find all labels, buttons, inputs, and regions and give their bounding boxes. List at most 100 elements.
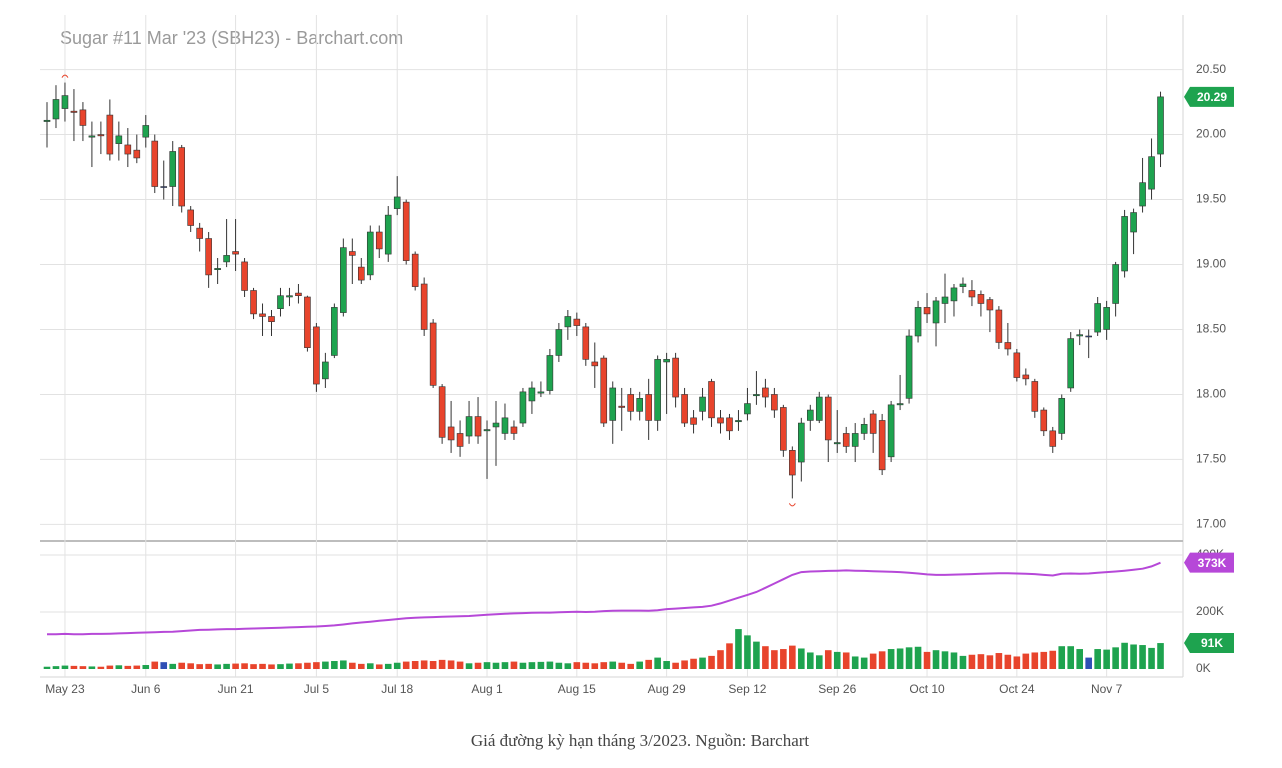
volume-bar — [1157, 643, 1164, 669]
candle-body — [672, 357, 679, 398]
volume-bar — [1013, 656, 1021, 669]
candle-body — [43, 119, 51, 122]
volume-bar — [681, 660, 688, 669]
volume-bar — [690, 658, 697, 669]
volume-bar — [133, 665, 141, 669]
volume-bar — [447, 660, 455, 669]
candle-body — [88, 135, 96, 138]
candle-body — [178, 147, 185, 207]
candle-body — [1004, 342, 1012, 350]
candle-body — [1040, 409, 1048, 432]
candle-body — [277, 295, 284, 309]
volume-bar — [896, 648, 904, 669]
volume-bar — [178, 662, 185, 669]
candle-body — [968, 290, 976, 298]
volume-bar — [331, 661, 338, 669]
volume-bar — [151, 661, 159, 669]
candle-body — [1139, 182, 1146, 207]
candle-body — [151, 140, 159, 187]
candle-body — [393, 196, 401, 209]
candle-body — [573, 318, 581, 326]
grid-layer — [40, 15, 1183, 677]
candle-body — [564, 316, 572, 328]
volume-bar — [986, 655, 994, 669]
y-tick-label: 18.50 — [1196, 322, 1226, 336]
volume-bar — [636, 661, 643, 669]
volume-bar — [609, 661, 617, 669]
candle-body — [447, 426, 455, 441]
candle-body — [771, 394, 778, 411]
candle-body — [654, 359, 661, 421]
volume-bar — [52, 666, 60, 669]
volume-bar — [528, 662, 536, 669]
volume-bar — [771, 650, 778, 669]
volume-bar — [259, 663, 266, 669]
candle-body — [384, 214, 392, 255]
volume-bar — [1130, 644, 1137, 669]
volume-bar — [672, 662, 679, 669]
volume-bar — [537, 661, 545, 669]
last-price-label: 20.29 — [1197, 90, 1227, 104]
candle-body — [699, 396, 706, 412]
volume-bar — [61, 665, 69, 669]
volume-bar — [456, 661, 464, 669]
volume-bar — [483, 662, 491, 669]
x-tick-label: Jul 5 — [304, 682, 330, 696]
volume-bar — [717, 650, 724, 669]
volume-bar — [1058, 646, 1066, 669]
volume-bar — [232, 663, 239, 669]
candle-body — [735, 420, 742, 423]
candle-body — [851, 433, 859, 447]
candle-body — [268, 316, 275, 322]
candle-body — [1049, 430, 1057, 447]
candle-body — [708, 381, 715, 419]
y-tick-label: 19.00 — [1196, 257, 1226, 271]
candle-body — [986, 299, 994, 311]
candle-body — [375, 231, 383, 250]
candle-body — [869, 413, 877, 434]
candle-body — [932, 300, 940, 324]
candle-body — [977, 294, 985, 304]
candle-body — [160, 186, 168, 188]
candle-body — [214, 268, 221, 271]
candle-body — [1103, 307, 1110, 330]
candle-body — [1094, 303, 1101, 333]
volume-bar — [977, 654, 985, 669]
volume-bar — [726, 643, 733, 669]
candle-body — [860, 424, 868, 434]
volume-bar — [842, 652, 850, 669]
candle-body — [340, 247, 347, 313]
volume-bar — [923, 651, 931, 669]
volume-bar — [1076, 649, 1083, 669]
y-tick-label: 18.00 — [1196, 387, 1226, 401]
candle-body — [1148, 156, 1155, 190]
candle-body — [501, 417, 509, 434]
candle-body — [492, 422, 500, 428]
candle-body — [465, 416, 473, 437]
volume-bar — [860, 657, 868, 669]
x-tick-label: Jun 21 — [218, 682, 254, 696]
volume-bar — [492, 662, 500, 669]
y2-tick-label: 200K — [1196, 604, 1224, 618]
candle-body — [1130, 212, 1137, 233]
candle-body — [878, 420, 886, 471]
candle-body — [537, 391, 545, 394]
volume-bar — [358, 663, 365, 669]
candle-body — [582, 326, 590, 360]
open-interest-badge-bg — [1184, 552, 1234, 573]
volume-bar — [304, 662, 311, 669]
high-marker — [61, 74, 69, 78]
candle-body — [223, 255, 230, 263]
volume-bar — [932, 650, 940, 669]
volume-bar — [268, 664, 275, 669]
candle-body — [600, 357, 608, 424]
volume-badge-bg — [1184, 633, 1234, 654]
volume-bar — [420, 660, 428, 669]
y-tick-label: 19.50 — [1196, 192, 1226, 206]
volume-bar — [941, 651, 949, 669]
candle-body — [438, 386, 446, 438]
volume-bar — [1139, 645, 1146, 669]
volume-bar — [950, 652, 958, 669]
